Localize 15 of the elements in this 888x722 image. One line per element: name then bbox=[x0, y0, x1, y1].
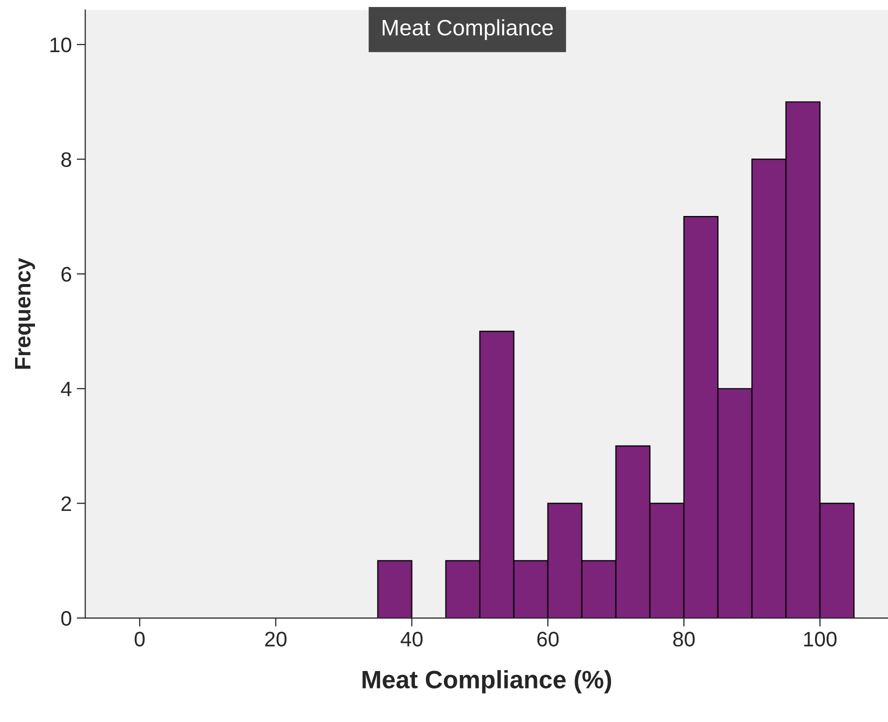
x-axis-title: Meat Compliance (%) bbox=[362, 670, 612, 694]
y-tick-label: 0 bbox=[61, 611, 72, 626]
y-tick-label: 10 bbox=[50, 38, 72, 52]
x-tick-label: 100 bbox=[804, 632, 837, 647]
x-tick-label: 80 bbox=[673, 632, 695, 647]
y-tick-label: 8 bbox=[61, 152, 72, 167]
y-tick-label: 4 bbox=[60, 382, 72, 396]
chart-title: Meat Compliance bbox=[382, 19, 553, 40]
y-axis-title: Frequency bbox=[15, 258, 35, 369]
x-tick-label: 0 bbox=[134, 632, 145, 647]
x-tick-label: 40 bbox=[400, 632, 423, 647]
x-tick-label: 20 bbox=[265, 632, 287, 647]
y-tick-label: 6 bbox=[62, 266, 72, 282]
x-tick-label: 60 bbox=[537, 632, 559, 647]
y-tick-label: 2 bbox=[62, 496, 72, 511]
